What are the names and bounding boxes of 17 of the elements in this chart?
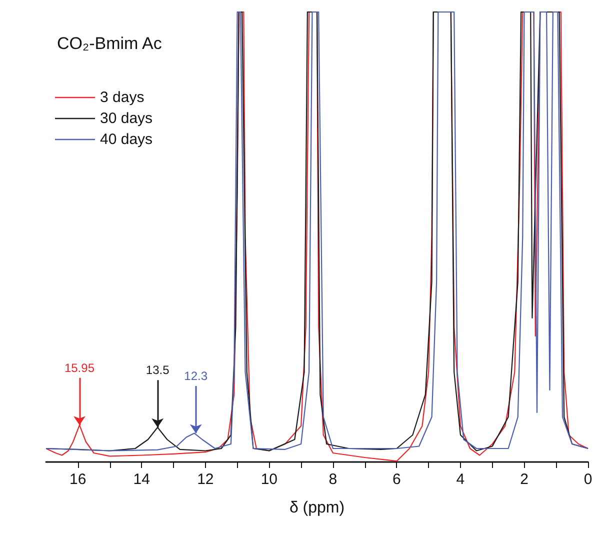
x-axis-title: δ (ppm) [289, 500, 345, 516]
x-tick-label: 10 [260, 471, 278, 488]
x-tick-label: 12 [197, 471, 214, 488]
legend-label: 3 days [100, 89, 144, 106]
x-tick-label: 0 [584, 471, 592, 488]
text: CO₂-Bmim Ac [57, 34, 162, 53]
x-tick-label: 2 [520, 471, 528, 488]
x-tick-label: 8 [328, 471, 338, 488]
x-tick-label: 4 [456, 471, 465, 488]
x-tick-label: 16 [70, 471, 86, 488]
legend-label: 30 days [100, 110, 153, 127]
annotation: 15.95 [64, 360, 95, 375]
annotation: 12.3 [184, 368, 208, 383]
x-tick-label: 6 [392, 471, 401, 488]
annotation: 13.5 [146, 363, 170, 378]
legend-label: 40 days [100, 131, 153, 148]
x-tick-label: 14 [133, 471, 150, 488]
